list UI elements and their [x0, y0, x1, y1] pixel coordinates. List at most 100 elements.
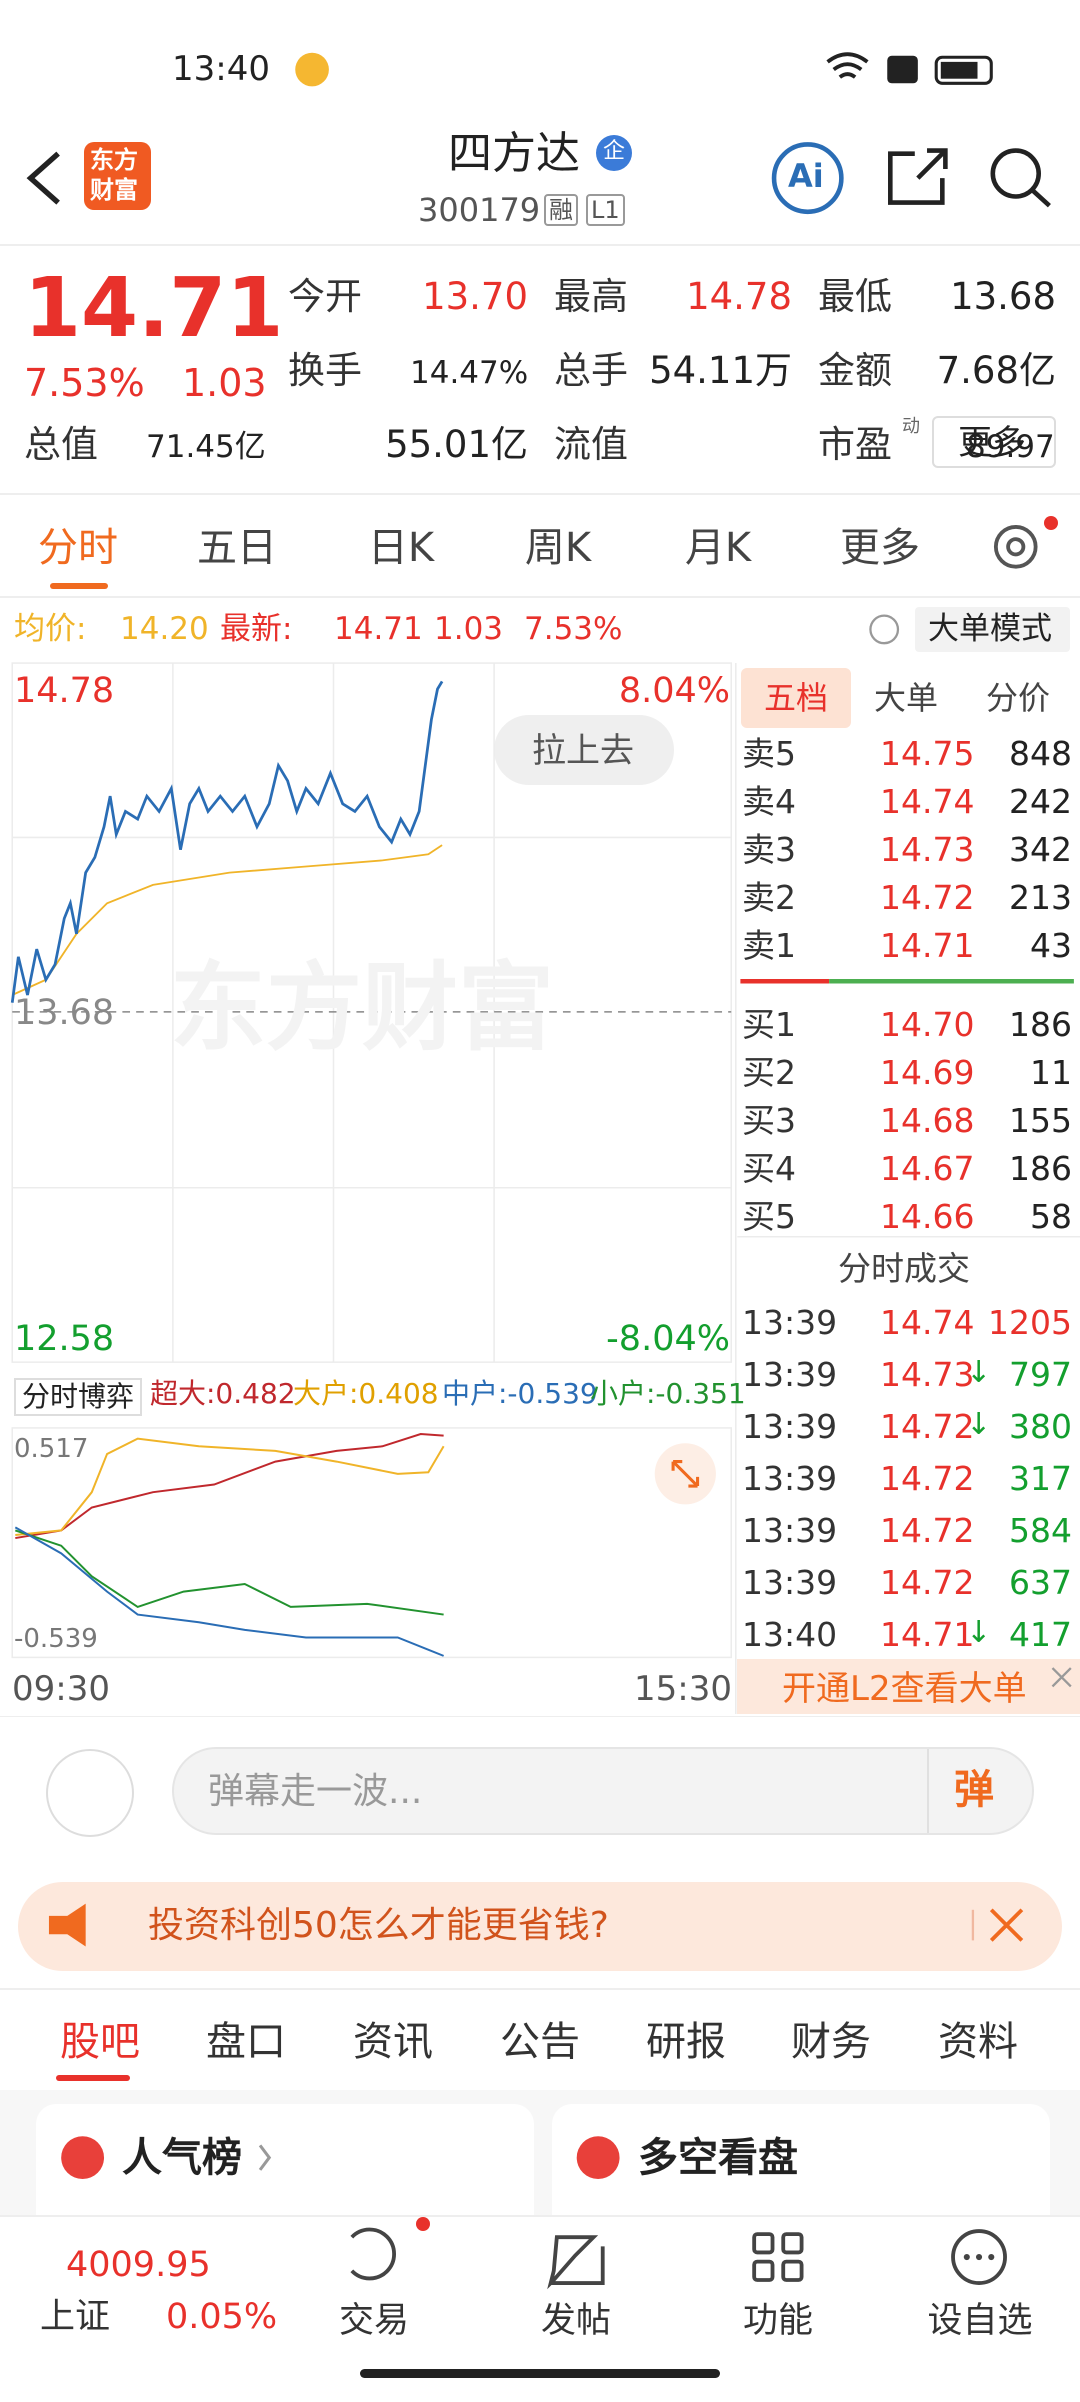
danmu-button[interactable]: 弹: [954, 1767, 994, 1813]
logo-text[interactable]: 财富: [90, 176, 138, 204]
ai-icon[interactable]: [771, 142, 844, 215]
avg-label: 均价:: [14, 611, 87, 647]
help-icon[interactable]: [869, 614, 900, 645]
bottom-tab[interactable]: 盘口: [206, 2019, 286, 2065]
bottom-tab[interactable]: 公告: [500, 2019, 580, 2065]
y-bottom: 12.58: [14, 1319, 115, 1359]
settings-icon[interactable]: [993, 525, 1038, 569]
ob-volume: 155: [1009, 1101, 1072, 1140]
trade-price: 14.74: [880, 1303, 975, 1342]
bottom-tab[interactable]: 研报: [646, 2019, 726, 2065]
ob-tab[interactable]: 分价: [985, 679, 1051, 717]
banner-bg[interactable]: [18, 1882, 1062, 1971]
tab[interactable]: 周K: [524, 525, 592, 571]
ai-text[interactable]: Ai: [788, 157, 824, 195]
l2-bg[interactable]: [737, 1659, 1080, 1714]
tab[interactable]: 更多: [840, 525, 920, 571]
price: 14.71: [24, 261, 284, 356]
tab[interactable]: 月K: [684, 525, 752, 571]
field-value: 13.70: [422, 275, 528, 318]
nav-item[interactable]: 设自选: [927, 2301, 1033, 2341]
flow-item: 超大:0.482: [150, 1377, 296, 1410]
flow-small: [14, 1526, 444, 1657]
fav-icon[interactable]: [951, 2229, 1007, 2285]
banner-text[interactable]: 投资科创50怎么才能更省钱?: [148, 1905, 609, 1946]
pull-button[interactable]: [494, 715, 674, 785]
speaker-icon: [48, 1903, 86, 1947]
ob-price: 14.72: [880, 878, 975, 917]
field-label: 金额: [818, 349, 892, 392]
flow-selector[interactable]: 分时博弈: [14, 1378, 143, 1416]
flow-max: 0.517: [14, 1434, 89, 1464]
close-icon[interactable]: [1051, 1667, 1072, 1688]
bottom-tab[interactable]: 股吧: [60, 2019, 140, 2065]
nav-item[interactable]: 发帖: [540, 2301, 612, 2341]
comment-placeholder[interactable]: 弹幕走一波...: [208, 1771, 423, 1812]
nav-item[interactable]: 功能: [742, 2301, 814, 2341]
trade-price: 14.71: [880, 1615, 975, 1654]
field-label: 换手: [288, 349, 362, 392]
pct-top: 8.04%: [618, 671, 730, 711]
func-icon[interactable]: [752, 2232, 804, 2282]
field-value: 7.68亿: [936, 349, 1056, 392]
ob-volume: 186: [1009, 1149, 1072, 1188]
tab[interactable]: 五日: [197, 525, 277, 571]
tab[interactable]: 日K: [367, 525, 435, 571]
field-label: 流值: [554, 423, 628, 466]
badge-bg: [596, 135, 632, 171]
bottom-tab[interactable]: 财务: [791, 2019, 871, 2065]
index-pct[interactable]: 0.05%: [166, 2297, 278, 2337]
flow-mid: [14, 1529, 444, 1616]
comment-input[interactable]: [172, 1747, 1034, 1835]
ob-tab[interactable]: 五档: [763, 679, 829, 717]
post-icon[interactable]: [547, 2235, 605, 2290]
tab-underline: [50, 583, 108, 589]
app-logo[interactable]: [84, 142, 151, 210]
bottom-tab[interactable]: 资料: [938, 2019, 1018, 2065]
ob-volume: 213: [1009, 878, 1072, 917]
card-title[interactable]: 多空看盘: [638, 2135, 798, 2181]
index-name[interactable]: 上证: [40, 2297, 111, 2337]
ob-volume: 242: [1009, 782, 1072, 821]
divider: [0, 493, 1080, 495]
card[interactable]: [36, 2104, 534, 2234]
y-top: 14.78: [14, 671, 115, 711]
trade-volume: 637: [1009, 1563, 1072, 1602]
trades-title: 分时成交: [838, 1249, 970, 1288]
more[interactable]: 更多: [958, 423, 1026, 463]
logo-text[interactable]: 东方: [90, 146, 138, 174]
nav-item[interactable]: 交易: [338, 2301, 410, 2341]
trade-price: 14.72: [880, 1511, 975, 1550]
time-start: 09:30: [12, 1669, 110, 1709]
mode[interactable]: 大单模式: [928, 611, 1052, 647]
ob-volume: 11: [1030, 1053, 1072, 1092]
divider: [0, 596, 1080, 598]
trade-volume: 1205: [988, 1303, 1072, 1342]
pull[interactable]: 拉上去: [532, 731, 634, 771]
l2[interactable]: 开通L2查看大单: [782, 1669, 1027, 1709]
search-icon[interactable]: [990, 148, 1041, 199]
mode-button[interactable]: [915, 607, 1070, 652]
avg: 14.20: [120, 611, 209, 647]
flow-min: -0.539: [14, 1624, 98, 1654]
back-icon[interactable]: [26, 151, 60, 205]
more-button[interactable]: [932, 416, 1056, 468]
index-value[interactable]: 4009.95: [66, 2245, 211, 2285]
tab[interactable]: 分时: [38, 525, 118, 571]
card[interactable]: [552, 2104, 1050, 2234]
trade-time: 13:40: [742, 1615, 838, 1654]
info-change: 1.03: [434, 611, 504, 647]
rank-icon: [61, 2136, 105, 2180]
banner-close[interactable]: [989, 1908, 1024, 1942]
ob-price: 14.66: [880, 1197, 975, 1236]
ob-volume: 58: [1030, 1197, 1072, 1236]
danmu-settings[interactable]: [46, 1749, 134, 1837]
share-icon[interactable]: [888, 148, 948, 205]
trade-time: 13:39: [742, 1511, 838, 1550]
ob-tab[interactable]: 大单: [873, 679, 939, 717]
trade-icon[interactable]: [350, 2227, 396, 2281]
ob-label: 卖4: [742, 782, 796, 821]
ob-price: 14.69: [880, 1053, 975, 1092]
bottom-tab[interactable]: 资讯: [353, 2019, 433, 2065]
card-title[interactable]: 人气榜: [122, 2135, 242, 2181]
